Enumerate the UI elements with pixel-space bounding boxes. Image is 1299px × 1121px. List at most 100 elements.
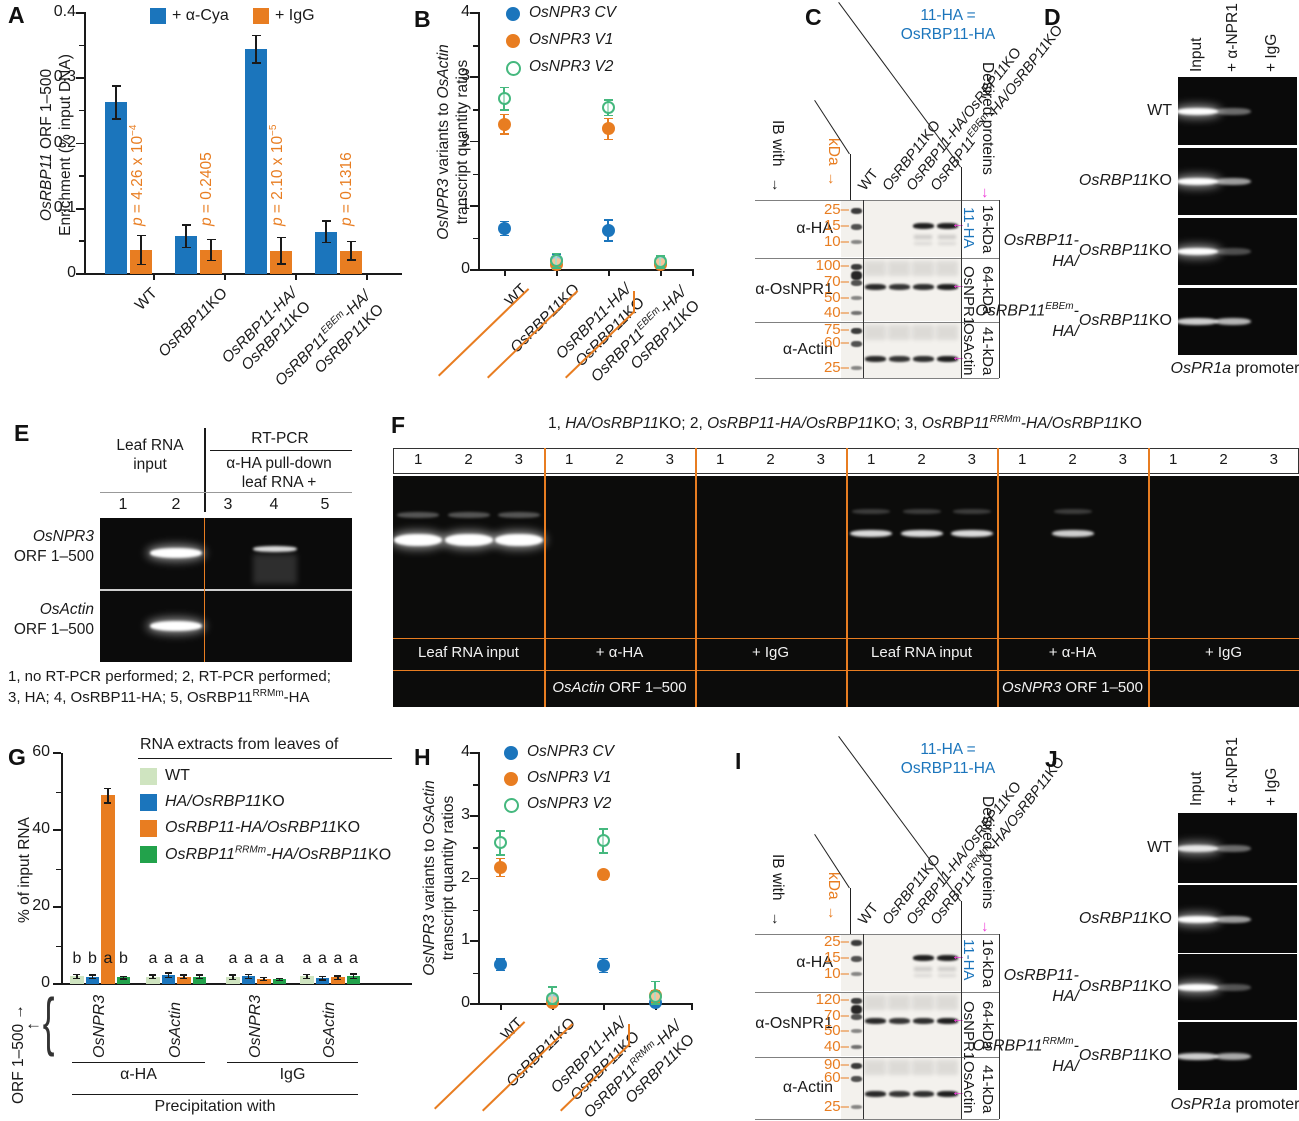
section-label: + α-HA (1048, 644, 1097, 661)
error-bar-cap (73, 977, 81, 980)
error-bar (255, 34, 257, 64)
error-bar-cap (251, 62, 261, 64)
ladder-band (851, 1105, 862, 1109)
antibody-label: α-OsNPR1 (755, 1015, 833, 1032)
blot-band (937, 1091, 958, 1097)
target-protein-label-text: OsActin (960, 322, 977, 376)
gel-band (1176, 983, 1218, 991)
gene-label: OsNPR3 (32, 528, 94, 545)
kda-label-text: kDa (825, 872, 842, 900)
bar-igg (200, 249, 222, 274)
lane-number: 4 (269, 496, 279, 513)
significance-letter: a (148, 950, 158, 967)
header-underline (210, 450, 352, 452)
error-bar (325, 220, 327, 243)
gel-band (952, 509, 991, 514)
lane-smear (936, 261, 958, 276)
error-bar-cap (334, 978, 342, 981)
y-tick-label: 4 (461, 743, 470, 760)
error-bar-cap (499, 86, 509, 89)
error-bar (152, 974, 154, 979)
kda-marker-label: 15– (823, 217, 849, 234)
y-tick (470, 76, 478, 79)
significance-letter: a (302, 950, 312, 967)
kda-marker-label: 90– (823, 1056, 849, 1073)
gel-band (1215, 983, 1251, 991)
y-minor-tick (473, 847, 478, 849)
blot-band (889, 284, 910, 290)
lane-number: 3 (967, 451, 976, 468)
error-bar-cap (346, 259, 356, 261)
kda-marker-label: 25– (823, 201, 849, 218)
separator-slash-stub (633, 291, 635, 313)
kda-marker-label: 60– (823, 1069, 849, 1086)
y-tick (76, 273, 84, 275)
blot-band (889, 1018, 910, 1024)
panel-a-letter: A (8, 2, 25, 28)
error-bar-cap (303, 977, 311, 980)
faint-band (914, 967, 932, 971)
gel-band (253, 546, 297, 552)
y-tick-label: 40 (32, 820, 50, 837)
gel-caption-line1: 1, no RT-PCR performed; 2, RT-PCR perfor… (8, 668, 331, 685)
y-tick (76, 77, 84, 80)
gel-band (852, 509, 891, 514)
x-tick (366, 273, 368, 280)
column-header-text: + IgG (1263, 767, 1280, 806)
line (478, 1003, 692, 1005)
significance-letter: b (88, 950, 97, 967)
gel-row-label: OsRBP11EBEm-HA/OsRBP11 KO (975, 301, 1172, 341)
gel-band (150, 621, 202, 631)
faint-band (938, 242, 956, 245)
gel-smear (253, 554, 297, 584)
kda-marker-label: 40– (823, 304, 849, 321)
lane-number: 2 (917, 451, 926, 468)
precip-underline (72, 1094, 358, 1096)
y-tick (470, 877, 478, 880)
data-point (601, 122, 615, 136)
blot-band (889, 1091, 910, 1097)
y-minor-tick (56, 945, 61, 947)
x-category-label-text: OsNPR3 (247, 994, 264, 1058)
gel-band (1176, 318, 1218, 325)
panel-j-letter: J (1045, 746, 1058, 772)
legend-label: OsNPR3 CV (529, 4, 616, 21)
error-bar-cap (499, 109, 509, 111)
error-bar-cap (603, 219, 613, 221)
section-divider (695, 448, 697, 707)
y-minor-tick (473, 784, 478, 786)
row-separator (755, 321, 999, 323)
column-header-text: + α-NPR1 (1224, 3, 1241, 72)
gene-label: OsActin (39, 601, 94, 618)
blot-border (999, 934, 1001, 1119)
kda-marker-label: 60– (823, 334, 849, 351)
kda-marker-label: 10– (823, 233, 849, 250)
gel-row-label: OsRBP11-HA/OsRBP11 KO (1003, 967, 1172, 1005)
error-bar (183, 974, 185, 979)
ladder-band (851, 341, 862, 347)
bar (241, 976, 255, 984)
legend-label-alpha-cya: + α-Cya (172, 7, 229, 24)
lane-label-text: WT (855, 166, 882, 194)
gel-row-label: OsRBP11RRMm-HA/OsRBP11 KO (972, 1035, 1172, 1075)
error-bar (76, 973, 78, 979)
legend-title: RNA extracts from leaves of (140, 736, 339, 753)
data-point-open (653, 255, 667, 269)
error-bar (198, 974, 200, 979)
data-point-open (601, 100, 615, 114)
diagonal-line-stub (850, 888, 852, 934)
y-tick-label: 20 (32, 897, 50, 914)
bar (272, 979, 286, 984)
error-bar-cap (499, 113, 509, 116)
row-separator (755, 1119, 999, 1121)
blot-band (913, 284, 934, 290)
bar-alpha-cya (105, 102, 127, 274)
lane-number: 2 (615, 451, 624, 468)
panel-a: A + α-Cya + IgG OsRBP11 ORF 1–500 Enrichmen… (0, 0, 430, 400)
lane-number: 2 (766, 451, 775, 468)
y-tick (470, 814, 478, 817)
blot-band (937, 955, 958, 961)
x-tick (153, 273, 155, 280)
legend-swatch-alpha-cya (150, 8, 166, 24)
row-separator (755, 934, 999, 936)
